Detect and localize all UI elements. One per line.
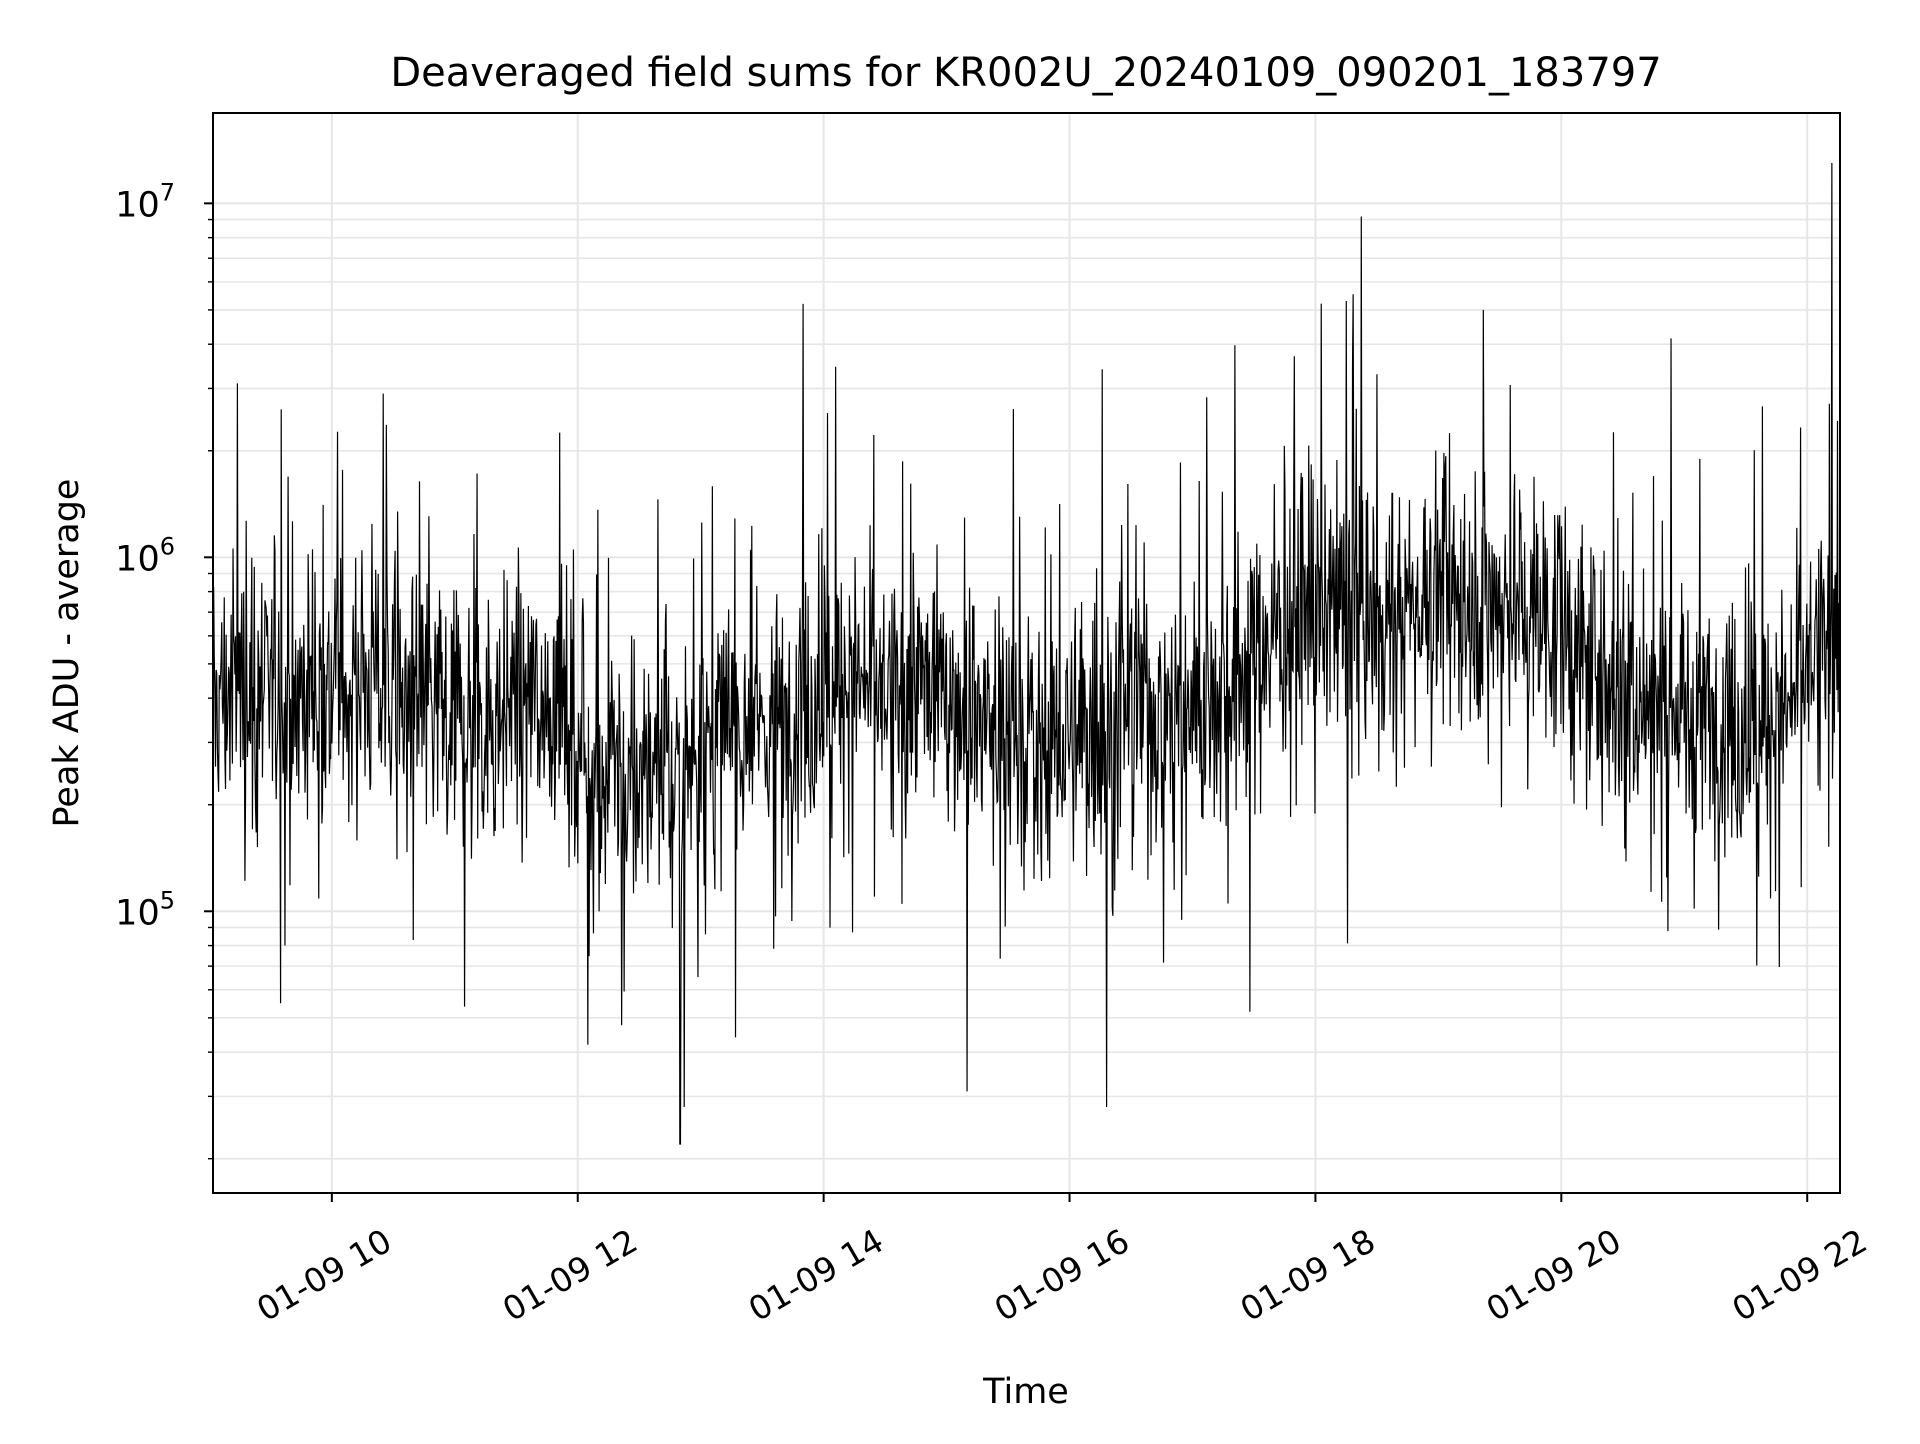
plot-frame [212, 112, 1841, 1194]
chart-title: Deaveraged field sums for KR002U_2024010… [390, 50, 1661, 96]
y-axis-label: Peak ADU - average [47, 479, 87, 828]
data-series [212, 163, 1841, 1145]
y-tick-label: 105 [115, 886, 175, 933]
y-tick-label: 107 [115, 178, 175, 225]
y-tick-label: 106 [115, 532, 175, 579]
x-axis-label: Time [982, 1372, 1069, 1412]
series-line [212, 163, 1841, 1145]
